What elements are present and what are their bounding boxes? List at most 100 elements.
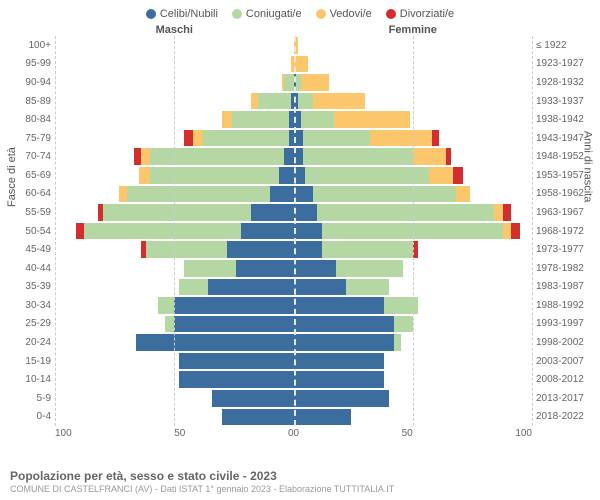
birth-year-label: 1963-1967: [532, 203, 590, 222]
bar-segment-celibi: [294, 316, 394, 333]
bar-segment-celibi: [212, 390, 293, 407]
bar-segment-divorziati: [134, 148, 141, 165]
bar-segment-vedovi: [456, 186, 470, 203]
bar-segment-vedovi: [222, 111, 232, 128]
plot: [55, 36, 532, 426]
x-tick: 100: [55, 428, 72, 439]
bar-segment-coniugati: [150, 148, 284, 165]
age-labels: 100+95-9990-9485-8980-8475-7970-7465-696…: [10, 36, 55, 426]
column-headers: Maschi Femmine: [10, 24, 590, 36]
age-label: 50-54: [10, 222, 55, 241]
chart-area: Fasce di età 100+95-9990-9485-8980-8475-…: [10, 36, 590, 426]
bar-segment-celibi: [294, 371, 385, 388]
legend-label: Celibi/Nubili: [160, 8, 218, 20]
bar-segment-coniugati: [146, 241, 227, 258]
age-label: 45-49: [10, 240, 55, 259]
age-label: 20-24: [10, 333, 55, 352]
legend: Celibi/Nubili Coniugati/e Vedovi/e Divorzia…: [10, 8, 590, 20]
bar-segment-celibi: [236, 260, 293, 277]
bar-segment-divorziati: [184, 130, 194, 147]
bar-segment-divorziati: [511, 223, 521, 240]
legend-item: Celibi/Nubili: [146, 8, 218, 20]
bar-segment-coniugati: [103, 204, 251, 221]
bar-segment-vedovi: [370, 130, 432, 147]
bar-segment-coniugati: [298, 93, 312, 110]
birth-year-label: 2003-2007: [532, 352, 590, 371]
x-tick: 0: [294, 428, 300, 439]
bar-segment-coniugati: [303, 130, 370, 147]
age-label: 40-44: [10, 259, 55, 278]
birth-year-label: 1968-1972: [532, 222, 590, 241]
bar-segment-celibi: [208, 279, 294, 296]
bar-segment-celibi: [227, 241, 294, 258]
bar-segment-vedovi: [139, 167, 151, 184]
bar-segment-celibi: [294, 409, 351, 426]
legend-item: Divorziati/e: [386, 8, 454, 20]
birth-year-label: 1928-1932: [532, 73, 590, 92]
gridline: [532, 36, 533, 426]
bar-segment-vedovi: [301, 74, 330, 91]
legend-item: Vedovi/e: [316, 8, 372, 20]
bar-segment-divorziati: [503, 204, 510, 221]
gridline: [55, 36, 56, 426]
legend-label: Coniugati/e: [246, 8, 302, 20]
bar-segment-vedovi: [294, 56, 308, 73]
age-label: 95-99: [10, 55, 55, 74]
bar-segment-coniugati: [203, 130, 289, 147]
bar-segment-celibi: [279, 167, 293, 184]
bar-segment-coniugati: [346, 279, 389, 296]
bar-segment-coniugati: [305, 167, 429, 184]
legend-swatch: [232, 9, 242, 19]
birth-year-label: 1938-1942: [532, 110, 590, 129]
bar-segment-vedovi: [251, 93, 258, 110]
center-line: [294, 36, 296, 426]
bar-segment-celibi: [294, 279, 346, 296]
bar-segment-celibi: [294, 353, 385, 370]
bar-segment-coniugati: [394, 334, 401, 351]
age-label: 0-4: [10, 408, 55, 427]
bar-segment-coniugati: [150, 167, 279, 184]
bar-segment-celibi: [179, 371, 293, 388]
y-axis-right-title: Anni di nascita: [582, 131, 594, 203]
age-label: 5-9: [10, 389, 55, 408]
birth-year-label: 2013-2017: [532, 389, 590, 408]
x-ticks-female: 0 50 100: [294, 428, 533, 439]
header-male: Maschi: [55, 24, 294, 36]
age-label: 15-19: [10, 352, 55, 371]
legend-swatch: [316, 9, 326, 19]
legend-item: Coniugati/e: [232, 8, 302, 20]
bar-segment-vedovi: [193, 130, 203, 147]
bar-segment-coniugati: [301, 111, 334, 128]
birth-year-label: 2018-2022: [532, 408, 590, 427]
age-label: 25-29: [10, 315, 55, 334]
bar-segment-divorziati: [453, 167, 463, 184]
birth-year-label: 1998-2002: [532, 333, 590, 352]
x-tick: 50: [402, 428, 413, 439]
bar-segment-celibi: [294, 297, 385, 314]
birth-year-labels: ≤ 19221923-19271928-19321933-19371938-19…: [532, 36, 590, 426]
chart-subtitle: COMUNE DI CASTELFRANCI (AV) - Dati ISTAT…: [10, 484, 590, 494]
age-label: 85-89: [10, 92, 55, 111]
bar-segment-divorziati: [76, 223, 83, 240]
bar-segment-coniugati: [284, 74, 294, 91]
birth-year-label: ≤ 1922: [532, 36, 590, 55]
plot-male: [55, 36, 294, 426]
bar-segment-vedovi: [429, 167, 453, 184]
bar-segment-celibi: [284, 148, 294, 165]
bar-segment-celibi: [174, 297, 293, 314]
bar-segment-celibi: [294, 334, 394, 351]
birth-year-label: 1933-1937: [532, 92, 590, 111]
x-tick: 100: [515, 428, 532, 439]
bar-segment-coniugati: [179, 279, 208, 296]
bar-segment-coniugati: [394, 316, 413, 333]
bar-segment-celibi: [179, 353, 293, 370]
bar-segment-vedovi: [313, 93, 365, 110]
birth-year-label: 1988-1992: [532, 296, 590, 315]
birth-year-label: 1993-1997: [532, 315, 590, 334]
age-label: 35-39: [10, 278, 55, 297]
bar-segment-coniugati: [232, 111, 289, 128]
chart-title: Popolazione per età, sesso e stato civil…: [10, 469, 590, 483]
bar-segment-divorziati: [432, 130, 439, 147]
bar-segment-coniugati: [158, 297, 175, 314]
bar-segment-coniugati: [322, 241, 413, 258]
